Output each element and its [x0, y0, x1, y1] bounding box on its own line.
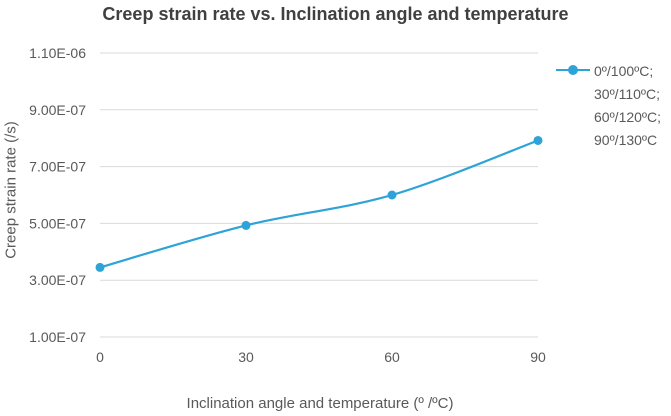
- x-tick-label: 0: [96, 349, 104, 365]
- series-line: [99, 139, 539, 269]
- x-tick-label: 60: [384, 349, 400, 365]
- legend-entry: 0º/100ºC; 30º/110ºC; 60º/120ºC; 90º/130º…: [594, 63, 662, 148]
- x-axis-label: Inclination angle and temperature (º /ºC…: [186, 395, 454, 412]
- y-tick-label: 7.00E-07: [29, 159, 86, 175]
- y-tick-label: 3.00E-07: [29, 272, 86, 288]
- data-point: [533, 135, 543, 145]
- data-point: [387, 190, 397, 200]
- y-tick-label: 9.00E-07: [29, 102, 86, 118]
- legend-dot-icon: [568, 65, 578, 75]
- data-point: [241, 220, 251, 230]
- y-tick-label: 1.10E-06: [29, 45, 86, 61]
- y-tick-label: 5.00E-07: [29, 215, 86, 231]
- data-point: [95, 262, 105, 272]
- y-tick-label: 1.00E-07: [29, 329, 86, 345]
- legend-marker: [556, 60, 590, 80]
- x-tick-label: 30: [238, 349, 254, 365]
- chart-title: Creep strain rate vs. Inclination angle …: [102, 4, 569, 24]
- x-tick-label: 90: [530, 349, 546, 365]
